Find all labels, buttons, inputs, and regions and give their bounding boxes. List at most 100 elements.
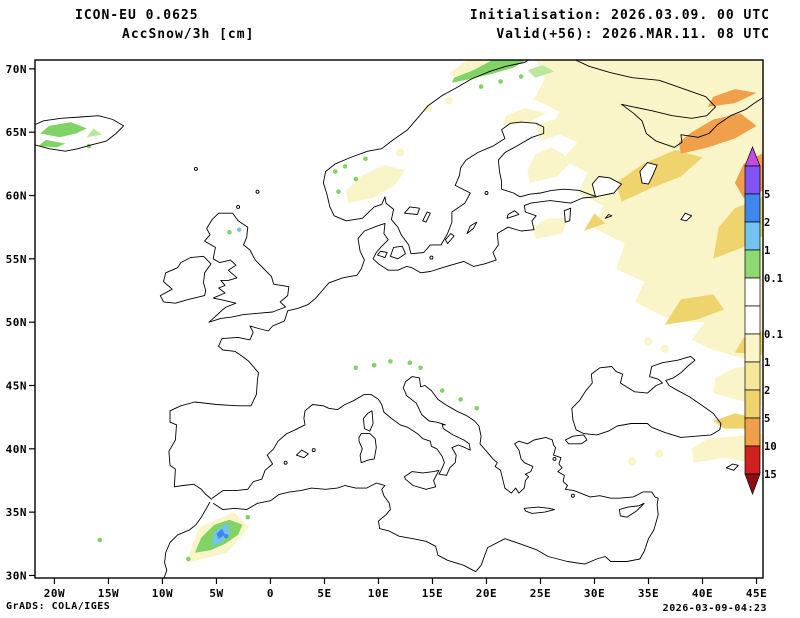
snow-spot-green — [353, 176, 359, 182]
snow-spot-green — [418, 365, 423, 371]
lat-label: 30N — [6, 569, 27, 582]
coastline-island — [362, 410, 374, 432]
lake-outline — [403, 206, 420, 215]
lat-label: 65N — [6, 126, 27, 139]
snow-spot-green — [371, 362, 377, 368]
small-island-dot — [570, 493, 575, 498]
time-block: Initialisation: 2026.03.09. 00 UTC Valid… — [470, 6, 770, 44]
small-island-dot — [429, 255, 434, 260]
colorbar-segment — [744, 221, 761, 251]
small-island-dot — [311, 448, 316, 453]
model-title: ICON-EU 0.0625 — [75, 8, 199, 23]
snow-spot-trace — [424, 104, 433, 113]
snow-area-trace — [527, 147, 573, 183]
lat-label: 70N — [6, 63, 27, 76]
coastline-island — [564, 434, 588, 445]
creation-timestamp: 2026-03-09-04:23 — [662, 603, 767, 614]
snow-area-light — [616, 149, 703, 202]
coastline-island — [403, 469, 440, 490]
snow-spot-green — [458, 397, 463, 402]
lake-outline — [563, 207, 572, 223]
snow-spot-green — [363, 156, 368, 162]
coastline — [163, 501, 211, 578]
snow-spot-trace — [444, 96, 453, 105]
snow-spot-cyan — [236, 227, 242, 232]
snow-spot-green — [478, 84, 484, 89]
colorbar-segment — [744, 333, 761, 363]
snow-area-light_green — [86, 128, 102, 138]
snow-spot-green — [342, 164, 348, 169]
lon-label: 5W — [209, 587, 223, 600]
lon-label: 0 — [267, 587, 274, 600]
map-frame — [34, 59, 764, 579]
colorbar-segment — [744, 417, 761, 447]
small-island-dot — [236, 204, 241, 209]
colorbar-segment — [744, 389, 761, 419]
lon-label: 15E — [422, 587, 443, 600]
lon-label: 20W — [44, 587, 65, 600]
snow-spot-green — [336, 189, 341, 194]
small-island-dot — [552, 456, 557, 461]
lon-label: 10W — [152, 587, 173, 600]
coastline — [574, 60, 763, 148]
colorbar-label: 15 — [764, 469, 777, 481]
coastline-island — [159, 255, 212, 304]
snow-area-blue — [216, 528, 226, 539]
lat-label: 35N — [6, 506, 27, 519]
snow-spot-cyan — [225, 523, 230, 529]
field-title: AccSnow/3h [cm] — [122, 27, 255, 42]
snow-spot-green — [333, 169, 338, 174]
snow-spot-trace — [655, 449, 664, 458]
small-island-dot — [283, 460, 288, 465]
snow-spot-green — [388, 359, 393, 364]
coastline-island — [35, 115, 125, 152]
map-frame-and-ticks — [29, 59, 764, 584]
lake-outline — [591, 176, 622, 198]
lon-label: 15W — [98, 587, 119, 600]
lake-outline — [604, 214, 613, 219]
lon-label: 40E — [692, 587, 713, 600]
coastlines — [35, 60, 763, 578]
colorbar-label: 10 — [764, 441, 777, 453]
lat-label: 45N — [6, 379, 27, 392]
colorbar-label: 0.1 — [764, 329, 783, 341]
snow-spot-green — [227, 229, 232, 235]
coastline-island — [204, 212, 290, 323]
colorbar-label: 2 — [764, 217, 770, 229]
snow-spot-trace — [660, 344, 669, 353]
colorbar-segment — [744, 249, 761, 279]
axis-labels: 20W 15W 10W 5W 0 5E 10E 15E 20E 25E 30E 35E 40E 45E 70… — [6, 63, 767, 600]
colorbar-segment — [744, 361, 761, 391]
snow-area-green — [40, 122, 87, 138]
snow-spot-trace — [644, 337, 653, 346]
coastline-island — [506, 210, 520, 219]
coastline — [168, 60, 598, 500]
colorbar-segment — [744, 165, 761, 195]
coastline-island — [571, 355, 722, 438]
coastline-island — [389, 245, 406, 260]
snow-area-trace — [502, 108, 546, 126]
lake-outline — [422, 211, 431, 223]
lon-label: 5E — [317, 587, 331, 600]
snow-spot-green — [498, 79, 503, 84]
snow-spot-green — [245, 514, 251, 520]
colorbar: 5 2 1 0.1 0.1 1 2 5 10 15 — [744, 146, 783, 495]
snow-spot-green — [474, 406, 480, 411]
lon-label: 25E — [530, 587, 551, 600]
coastline-island — [466, 221, 478, 234]
lat-label: 50N — [6, 316, 27, 329]
grads-credit: GrADS: COLA/IGES — [6, 601, 111, 612]
snow-area-green — [38, 139, 66, 148]
lat-label: 40N — [6, 443, 27, 456]
snow-area-moderate — [707, 89, 757, 107]
lon-label: 20E — [476, 587, 497, 600]
lake-outline — [639, 162, 658, 185]
snow-area-trace — [531, 218, 569, 239]
snow-spot-green — [407, 360, 413, 366]
lat-label: 60N — [6, 190, 27, 203]
valid-time-label: Valid(+56): 2026.MAR.11. 08 UTC — [496, 27, 770, 42]
snow-spot-green — [97, 537, 103, 543]
colorbar-segment — [744, 445, 761, 475]
lon-label: 30E — [584, 587, 605, 600]
